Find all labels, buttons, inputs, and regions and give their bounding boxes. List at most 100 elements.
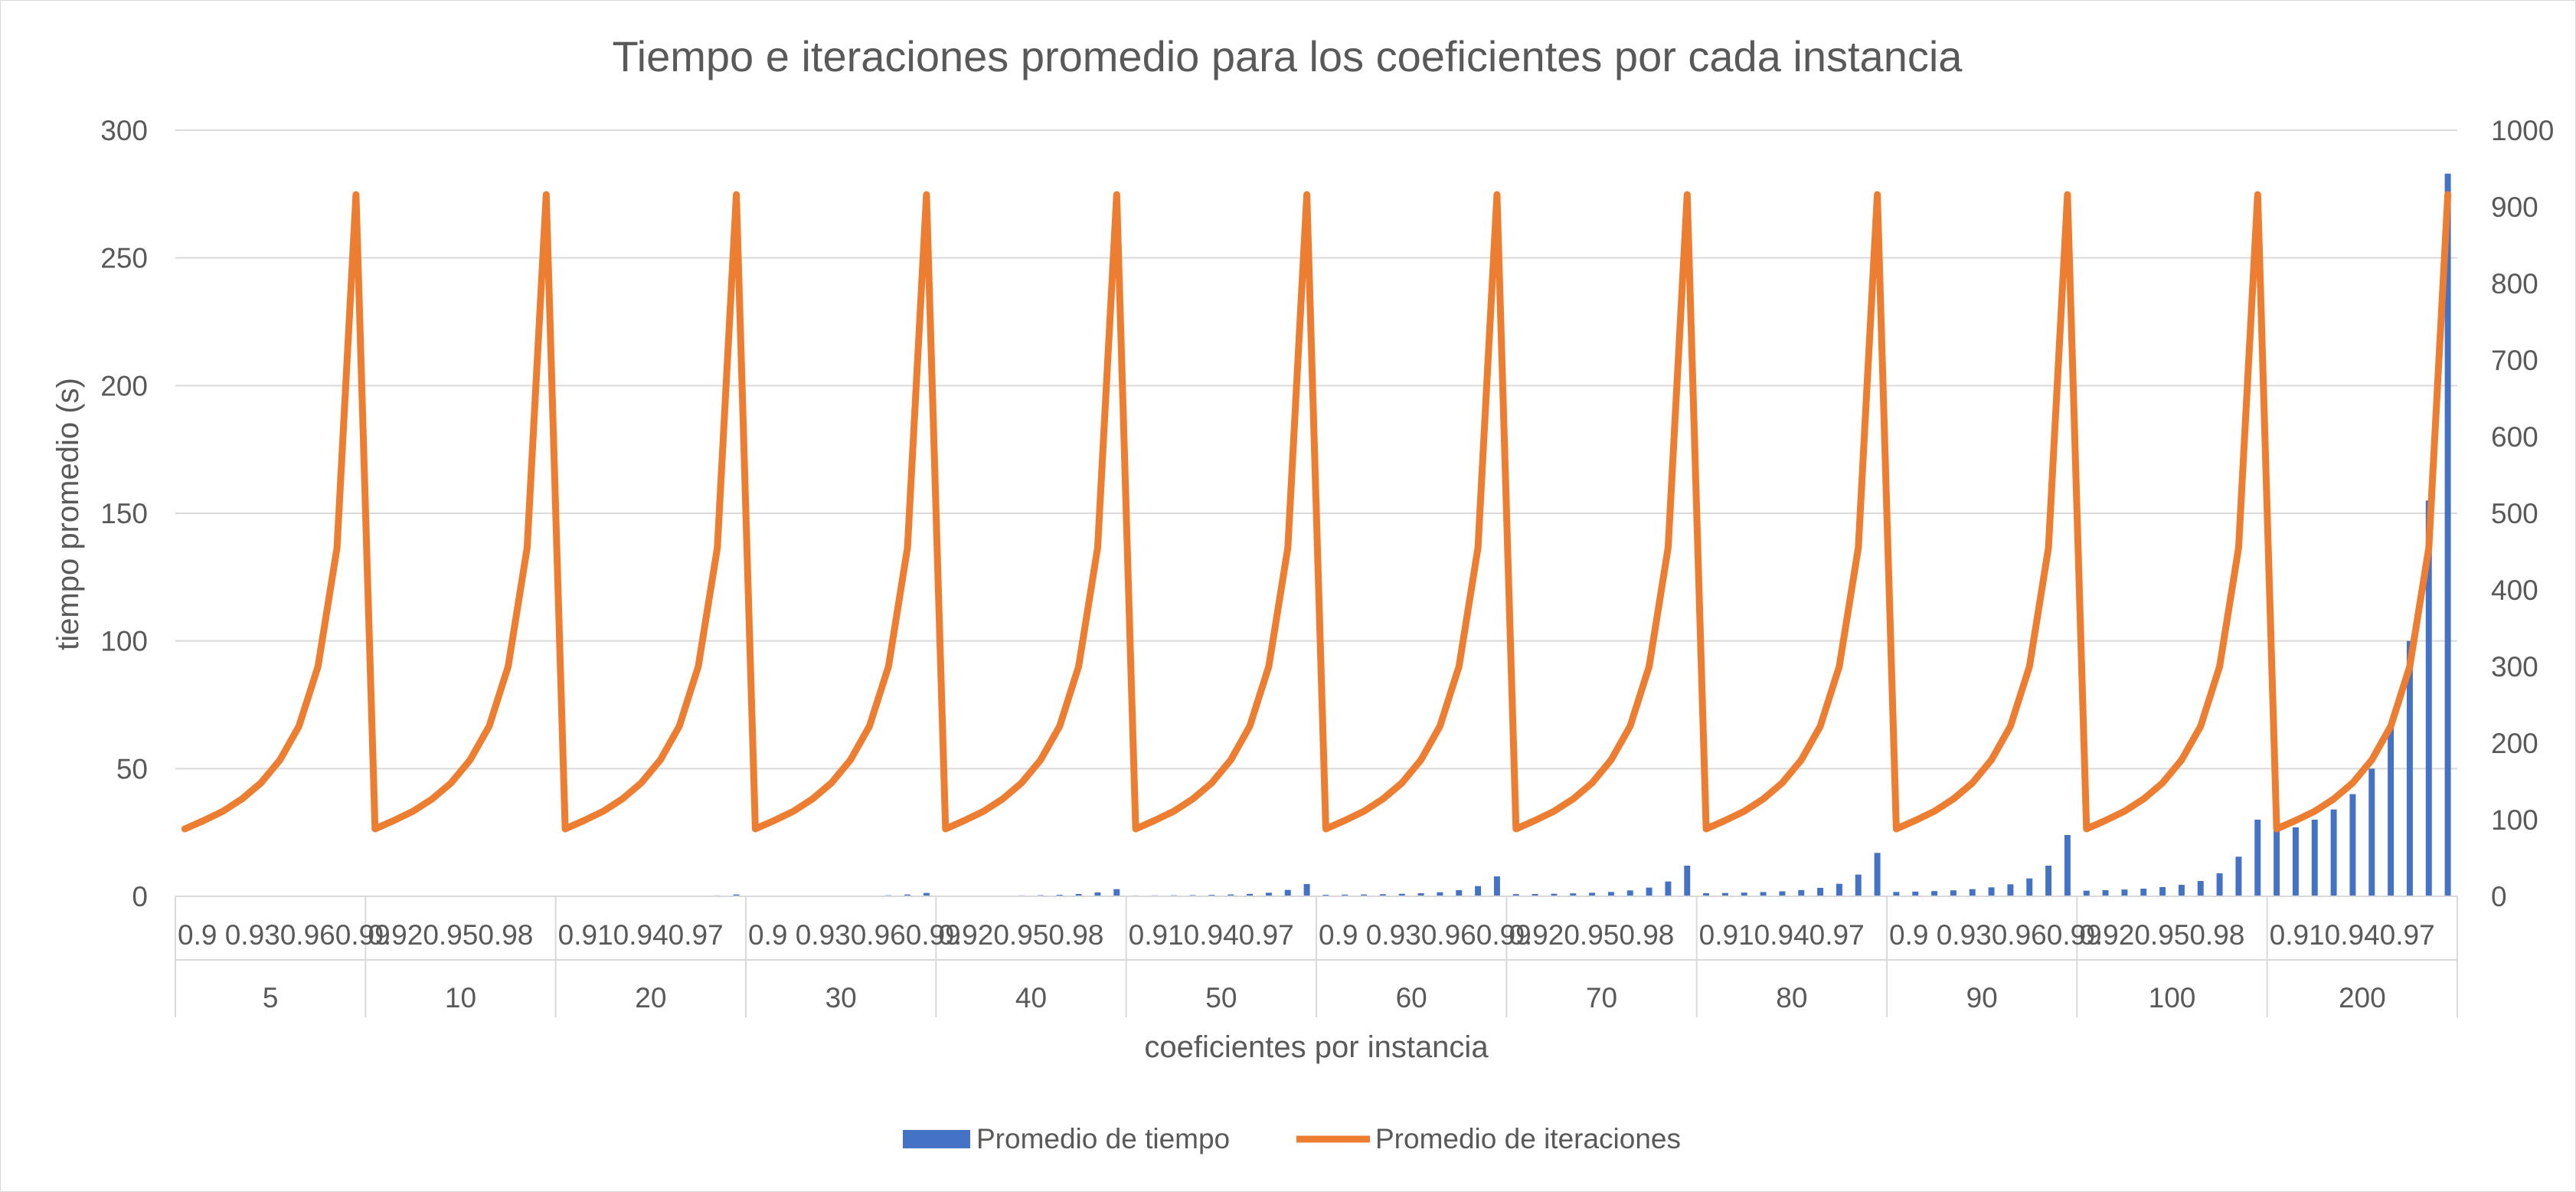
y-axis-left-ticks: 0 50 100 150 200 250 300 [100, 115, 148, 912]
y-right-tick-label: 200 [2491, 728, 2538, 759]
time-bar [2388, 728, 2395, 896]
coefficient-tick-labels: 0.920.950.98 [2079, 919, 2244, 951]
coefficient-tick-labels: 0.9 0.930.960.99 [1319, 919, 1532, 951]
time-bar [1988, 887, 1995, 896]
time-bar [1950, 890, 1957, 896]
time-bar [2045, 866, 2052, 896]
y-left-tick-label: 300 [100, 115, 148, 146]
time-bar [2159, 887, 2166, 896]
y-left-tick-label: 200 [100, 370, 148, 401]
time-bar [2254, 820, 2261, 896]
coefficient-tick-labels: 0.910.940.97 [1129, 919, 1294, 951]
coefficient-tick-labels: 0.9 0.930.960.99 [178, 919, 391, 951]
time-bar [1398, 893, 1405, 896]
y-right-tick-label: 100 [2491, 804, 2538, 836]
group-label: 200 [2339, 982, 2386, 1014]
time-bar [1798, 889, 1805, 896]
time-bar [1303, 884, 1310, 896]
time-bar [2140, 889, 2147, 896]
time-bar [1589, 892, 1596, 896]
time-bar [2425, 500, 2432, 896]
coefficient-tick-labels: 0.920.950.98 [1509, 919, 1674, 951]
time-bar [1646, 887, 1652, 896]
time-bar [1247, 893, 1254, 896]
time-bar [1532, 894, 1538, 896]
coefficient-tick-labels: 0.920.950.98 [368, 919, 533, 951]
time-bar [1512, 894, 1519, 896]
time-bar [1721, 892, 1728, 896]
time-bar [1551, 893, 1558, 896]
time-bar [1417, 893, 1424, 896]
y-left-tick-label: 150 [100, 498, 148, 529]
time-bar [1475, 886, 1482, 896]
coefficient-tick-labels: 0.910.940.97 [558, 919, 724, 951]
time-bar [2444, 173, 2451, 896]
time-bar [1969, 889, 1976, 896]
time-bar [1265, 892, 1272, 896]
time-bar [2216, 873, 2223, 896]
time-bar [1665, 881, 1672, 896]
time-bar [1855, 874, 1862, 896]
legend-label-iterations: Promedio de iteraciones [1375, 1123, 1681, 1154]
time-bar [1684, 866, 1691, 896]
y-right-tick-label: 600 [2491, 421, 2538, 453]
time-bar [1779, 891, 1786, 896]
time-bar [1836, 883, 1842, 896]
time-bar [1570, 893, 1577, 896]
group-label: 70 [1586, 982, 1617, 1014]
legend-swatch-time [903, 1130, 970, 1148]
time-bar [2121, 889, 2128, 896]
group-label: 10 [445, 982, 476, 1014]
time-bar [2178, 885, 2185, 896]
time-bar [2274, 820, 2280, 896]
y-axis-left-title: tiempo promedio (s) [51, 378, 85, 650]
time-bar [1874, 853, 1881, 896]
time-bar [2235, 856, 2242, 896]
group-label: 30 [825, 982, 857, 1014]
time-bar [1741, 892, 1747, 896]
time-bar [2197, 881, 2204, 896]
time-bar [2026, 878, 2033, 896]
time-bar [1342, 894, 1348, 896]
y-left-tick-label: 100 [100, 626, 148, 657]
time-bar [1284, 889, 1291, 896]
time-bar [1437, 892, 1443, 896]
group-label: 50 [1205, 982, 1237, 1014]
time-bar [1075, 894, 1082, 896]
time-bar [1113, 889, 1120, 896]
coefficient-tick-labels: 0.910.940.97 [1699, 919, 1865, 951]
iterations-line-layer [181, 191, 2452, 833]
iterations-line [181, 191, 2452, 833]
group-label: 60 [1396, 982, 1427, 1014]
coefficient-tick-labels: 0.9 0.930.960.99 [748, 919, 961, 951]
y-axis-right-ticks: 0 100 200 300 400 500 600 700 800 900 1000 [2491, 115, 2554, 912]
y-right-tick-label: 0 [2491, 881, 2507, 912]
y-right-tick-label: 700 [2491, 345, 2538, 376]
y-right-tick-label: 900 [2491, 192, 2538, 223]
coefficient-tick-labels: 0.910.940.97 [2270, 919, 2435, 951]
time-bar [1094, 892, 1101, 896]
y-right-tick-label: 400 [2491, 575, 2538, 606]
y-right-tick-label: 300 [2491, 651, 2538, 683]
time-bar [2368, 768, 2375, 896]
time-bar [2406, 640, 2413, 896]
time-bar [1361, 894, 1368, 896]
time-bar [2083, 890, 2090, 896]
y-left-tick-label: 0 [132, 881, 148, 912]
time-bar [1626, 890, 1633, 896]
time-bar [1456, 890, 1463, 896]
time-bar [2007, 884, 2014, 896]
time-bar [733, 894, 740, 896]
time-bar [1703, 893, 1710, 896]
group-label: 90 [1966, 982, 1998, 1014]
y-right-tick-label: 1000 [2491, 115, 2554, 146]
time-bar [904, 894, 911, 896]
time-bar [1607, 892, 1614, 896]
time-bar [2102, 890, 2109, 896]
y-right-tick-label: 800 [2491, 268, 2538, 300]
time-bar [923, 892, 930, 896]
time-bar [1760, 892, 1767, 896]
coefficient-tick-labels: 0.920.950.98 [938, 919, 1103, 951]
